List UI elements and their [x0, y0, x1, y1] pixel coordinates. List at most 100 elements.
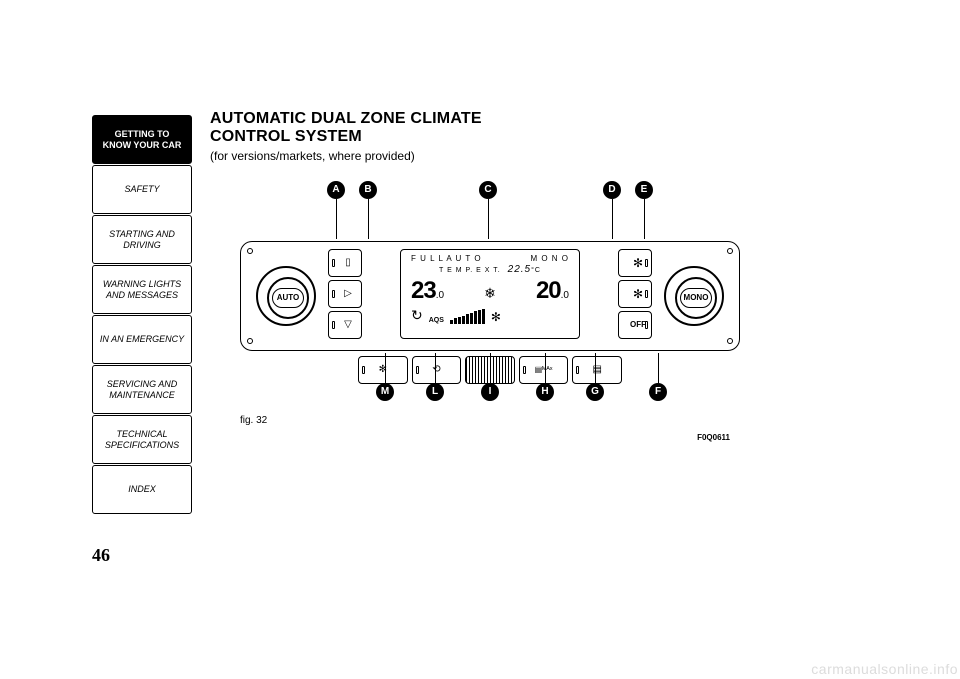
- auto-knob: AUTO: [256, 266, 316, 326]
- fan-down-button: ✻: [618, 280, 652, 308]
- led-icon: [645, 259, 648, 267]
- tab-starting-driving[interactable]: STARTING ANDDRIVING: [92, 215, 192, 264]
- leader-line: [595, 353, 596, 383]
- fan-bar: [454, 318, 457, 323]
- fan-bar: [462, 316, 465, 324]
- callouts-bottom: MLIHGF: [240, 381, 740, 411]
- recirc-icon: ↻: [411, 307, 423, 324]
- callouts-top: ABCDE: [240, 181, 740, 211]
- fan-bar: [474, 311, 477, 323]
- vent-button-mid: ▷: [328, 280, 362, 308]
- full-auto-label: F U L L A U T O: [411, 254, 482, 263]
- tab-index[interactable]: INDEX: [92, 465, 192, 514]
- vent-button-down: ▽: [328, 311, 362, 339]
- left-temp: 23.0: [411, 277, 444, 305]
- tab-servicing[interactable]: SERVICING ANDMAINTENANCE: [92, 365, 192, 414]
- rear-defrost-icon: ▤: [592, 364, 601, 375]
- mono-knob: MONO: [664, 266, 724, 326]
- watermark: carmanualsonline.info: [811, 661, 958, 677]
- left-temp-dec: .0: [436, 290, 444, 301]
- screw-icon: [727, 338, 733, 344]
- tab-emergency[interactable]: IN AN EMERGENCY: [92, 315, 192, 364]
- display-row-fan: ↻ AQS ✻: [407, 307, 573, 324]
- title-line2: CONTROL SYSTEM: [210, 128, 362, 145]
- screw-icon: [247, 338, 253, 344]
- tab-label: TECHNICALSPECIFICATIONS: [105, 429, 179, 450]
- page-number: 46: [92, 545, 110, 566]
- max-defrost-icon: ▤ᴹᴬˣ: [535, 365, 553, 374]
- figure-caption: fig. 32: [240, 415, 740, 426]
- fan-icon: ✻: [633, 256, 643, 270]
- vent-button-up: ▯: [328, 249, 362, 277]
- tab-warning-lights[interactable]: WARNING LIGHTSAND MESSAGES: [92, 265, 192, 314]
- temp-ext-unit: °C: [531, 267, 541, 274]
- callout-I: I: [481, 383, 499, 401]
- rear-defrost-button: ▤: [572, 356, 622, 384]
- fan-bar: [482, 309, 485, 324]
- right-fan-buttons: ✻ ✻ OFF: [618, 249, 652, 342]
- section-tabs: GETTING TOKNOW YOUR CAR SAFETY STARTING …: [92, 115, 192, 515]
- right-temp-dec: .0: [561, 290, 569, 301]
- figure-wrapper: ABCDE AUTO MONO ▯: [240, 181, 740, 426]
- fan-bar: [478, 310, 481, 324]
- temp-ext-label: T E M P. E X T.: [439, 267, 501, 274]
- tab-safety[interactable]: SAFETY: [92, 165, 192, 214]
- tab-tech-specs[interactable]: TECHNICALSPECIFICATIONS: [92, 415, 192, 464]
- led-icon: [523, 366, 526, 374]
- leader-line: [385, 353, 386, 383]
- fan-bar: [458, 317, 461, 324]
- screw-icon: [727, 248, 733, 254]
- aqs-label: AQS: [429, 317, 444, 324]
- fan-bar: [450, 320, 453, 324]
- vent-down-icon: ▽: [344, 319, 352, 330]
- page-content: AUTOMATIC DUAL ZONE CLIMATE CONTROL SYST…: [210, 110, 870, 426]
- screw-icon: [247, 248, 253, 254]
- ac-button: ✻: [358, 356, 408, 384]
- led-icon: [416, 366, 419, 374]
- vent-mid-icon: ▷: [344, 288, 352, 299]
- callout-D: D: [603, 181, 621, 199]
- leader-line: [490, 353, 491, 383]
- led-icon: [645, 321, 648, 329]
- mono-label: M O N O: [530, 254, 569, 263]
- led-icon: [332, 259, 335, 267]
- left-temp-int: 23: [411, 277, 436, 304]
- tab-label: STARTING ANDDRIVING: [109, 229, 175, 250]
- fan-bar: [470, 313, 473, 324]
- led-icon: [362, 366, 365, 374]
- right-temp: 20.0: [536, 277, 569, 305]
- lcd-display: F U L L A U T O M O N O T E M P. E X T. …: [400, 249, 580, 339]
- title-line1: AUTOMATIC DUAL ZONE CLIMATE: [210, 110, 482, 127]
- led-icon: [645, 290, 648, 298]
- tab-label: IN AN EMERGENCY: [100, 334, 184, 344]
- section-subtitle: (for versions/markets, where provided): [210, 149, 870, 163]
- callout-C: C: [479, 181, 497, 199]
- callout-F: F: [649, 383, 667, 401]
- tab-label: SERVICING ANDMAINTENANCE: [107, 379, 178, 400]
- callout-B: B: [359, 181, 377, 199]
- tab-label: SAFETY: [124, 184, 159, 194]
- auto-knob-label: AUTO: [272, 288, 304, 308]
- off-label: OFF: [630, 320, 646, 329]
- callout-L: L: [426, 383, 444, 401]
- tab-label: WARNING LIGHTSAND MESSAGES: [103, 279, 181, 300]
- figure-code: F0Q0611: [697, 433, 730, 442]
- callout-A: A: [327, 181, 345, 199]
- fan-up-button: ✻: [618, 249, 652, 277]
- snowflake-icon: ❄: [484, 285, 496, 302]
- right-temp-int: 20: [536, 277, 561, 304]
- display-row-temps: 23.0 ❄ 20.0: [407, 277, 573, 305]
- led-icon: [332, 321, 335, 329]
- leader-line: [658, 353, 659, 383]
- max-defrost-button: ▤ᴹᴬˣ: [519, 356, 569, 384]
- display-row-mode: F U L L A U T O M O N O: [407, 254, 573, 263]
- section-title: AUTOMATIC DUAL ZONE CLIMATE CONTROL SYST…: [210, 110, 870, 147]
- fan-bar: [466, 314, 469, 324]
- leader-line: [435, 353, 436, 383]
- callout-G: G: [586, 383, 604, 401]
- recirc-button: ⟲: [412, 356, 462, 384]
- tab-label: GETTING TOKNOW YOUR CAR: [103, 129, 182, 150]
- led-icon: [576, 366, 579, 374]
- tab-getting-to-know[interactable]: GETTING TOKNOW YOUR CAR: [92, 115, 192, 164]
- callout-H: H: [536, 383, 554, 401]
